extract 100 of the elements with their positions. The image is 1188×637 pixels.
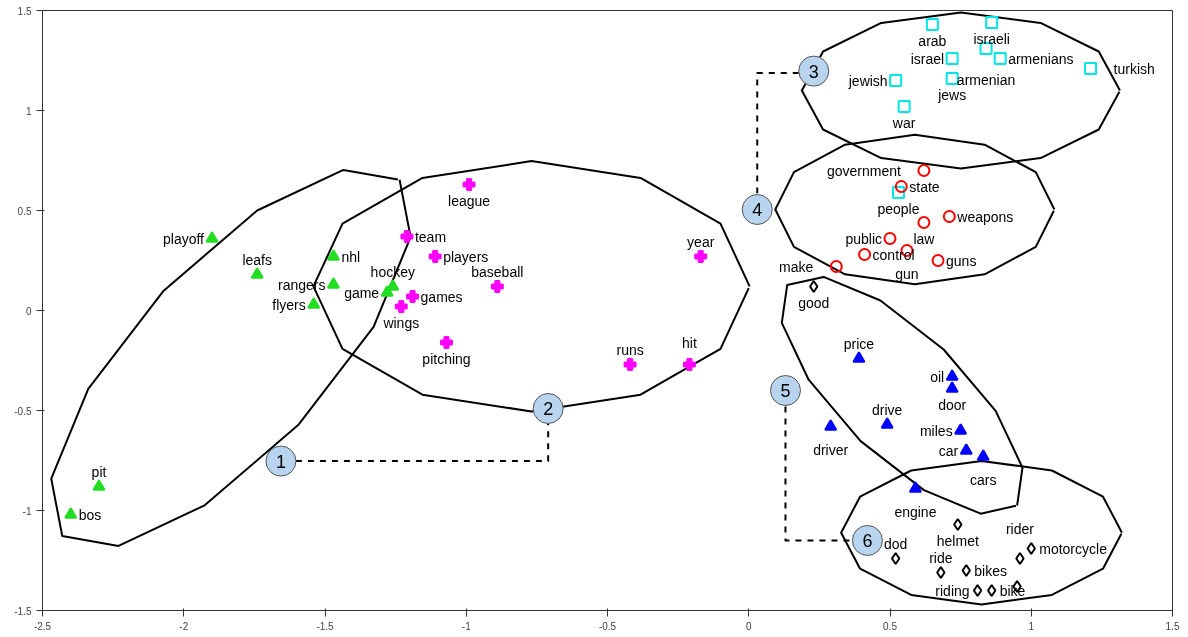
point xyxy=(250,267,264,279)
point xyxy=(925,18,939,31)
data-label: guns xyxy=(946,252,977,269)
point xyxy=(880,417,894,429)
y-tick-label: -0.5 xyxy=(14,405,32,417)
data-label: miles xyxy=(919,422,953,439)
point xyxy=(987,584,997,597)
data-label: team xyxy=(414,228,447,245)
annotation: 3 xyxy=(808,61,819,82)
data-label: war xyxy=(891,114,916,131)
point xyxy=(953,518,963,531)
data-label: driver xyxy=(813,441,849,458)
data-label: dod xyxy=(883,535,908,552)
data-label: leafs xyxy=(242,251,272,268)
data-label: bikes xyxy=(974,562,1007,579)
point xyxy=(883,232,897,245)
point xyxy=(993,52,1007,65)
point xyxy=(931,254,945,267)
y-tick-label: -1.5 xyxy=(14,605,32,617)
x-tick-label: 0.5 xyxy=(883,620,898,632)
data-label: weapons xyxy=(956,208,1014,225)
data-label: players xyxy=(443,248,489,265)
point xyxy=(894,180,908,193)
data-label: game xyxy=(344,284,380,301)
point xyxy=(976,449,990,461)
annotation: 6 xyxy=(862,531,873,551)
point xyxy=(694,250,708,263)
point xyxy=(829,260,843,273)
point xyxy=(400,230,414,243)
data-label: door xyxy=(938,396,967,413)
data-label: car xyxy=(938,442,959,459)
x-tick-label: -0.5 xyxy=(598,620,617,632)
point xyxy=(92,479,106,491)
point xyxy=(961,564,971,577)
point xyxy=(858,248,872,261)
y-tick-label: -1 xyxy=(22,505,32,517)
point xyxy=(942,210,956,223)
y-tick-label: 0 xyxy=(25,305,32,317)
point xyxy=(889,74,903,87)
data-label: cars xyxy=(970,471,997,488)
x-tick-label: -2.5 xyxy=(33,620,52,632)
point xyxy=(945,52,959,65)
data-label: israeli xyxy=(973,30,1010,47)
point xyxy=(908,481,922,493)
point xyxy=(897,100,911,113)
data-label: runs xyxy=(616,341,644,358)
point xyxy=(917,164,931,177)
data-label: wings xyxy=(382,314,420,331)
data-label: ride xyxy=(929,549,953,566)
point xyxy=(1084,62,1098,75)
annotation: 1 xyxy=(275,451,286,472)
point xyxy=(972,584,983,597)
point xyxy=(985,16,999,29)
data-label: hit xyxy=(682,334,697,351)
annotation: 5 xyxy=(780,381,791,401)
point xyxy=(852,351,866,363)
data-label: engine xyxy=(894,503,937,520)
data-label: motorcycle xyxy=(1039,540,1108,557)
point xyxy=(682,358,696,371)
point xyxy=(307,297,321,309)
point xyxy=(809,280,819,293)
data-label: jewish xyxy=(847,72,888,89)
annotation: 4 xyxy=(752,200,763,220)
data-label: state xyxy=(909,178,940,195)
data-label: government xyxy=(826,162,902,179)
data-label: arab xyxy=(918,32,947,49)
point xyxy=(394,300,408,313)
point xyxy=(824,419,838,431)
data-label: price xyxy=(843,335,875,352)
point xyxy=(945,369,959,381)
data-label: make xyxy=(779,258,814,275)
data-label: control xyxy=(872,246,915,263)
point xyxy=(326,277,340,289)
data-label: bos xyxy=(78,506,102,523)
x-tick-label: -1.5 xyxy=(316,620,335,632)
data-label: playoff xyxy=(163,230,205,247)
point xyxy=(490,280,504,293)
point xyxy=(1015,552,1025,565)
data-label: law xyxy=(913,230,936,247)
point xyxy=(891,186,905,199)
data-label: year xyxy=(687,233,715,250)
x-tick-label: 1.5 xyxy=(1165,620,1180,632)
data-label: bike xyxy=(999,582,1026,599)
data-label: riding xyxy=(935,582,970,599)
point xyxy=(428,250,442,263)
data-label: games xyxy=(420,288,463,305)
point xyxy=(406,290,420,303)
point xyxy=(1026,542,1036,555)
data-label: helmet xyxy=(936,532,979,549)
data-label: nhl xyxy=(341,248,361,265)
y-tick-label: 1.5 xyxy=(17,5,32,17)
x-tick-label: 1 xyxy=(1028,620,1035,632)
data-label: oil xyxy=(930,368,945,385)
data-label: drive xyxy=(872,401,903,418)
point xyxy=(936,566,946,579)
y-tick-label: 0.5 xyxy=(17,205,32,217)
data-label: people xyxy=(877,200,920,217)
data-label: public xyxy=(845,230,883,247)
point xyxy=(380,285,394,297)
x-tick-label: -2 xyxy=(179,620,189,632)
